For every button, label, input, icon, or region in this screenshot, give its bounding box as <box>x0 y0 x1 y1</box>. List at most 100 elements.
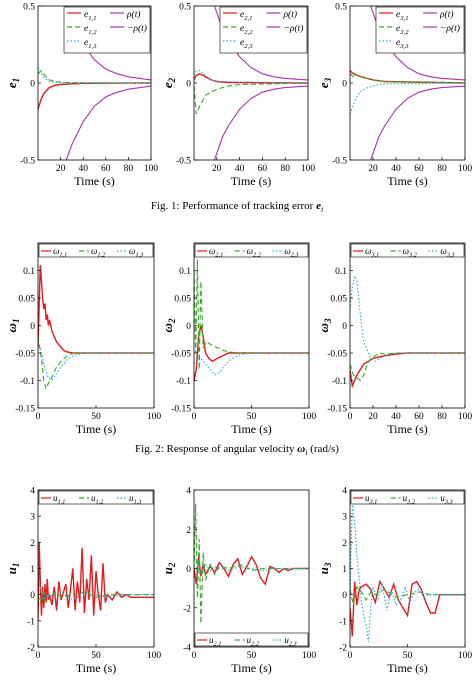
x-tick-label: 0 <box>348 651 353 661</box>
series-line-1 <box>194 555 309 586</box>
y-axis-label: e2 <box>160 77 177 88</box>
series-line-2 <box>194 259 309 370</box>
series-line-3 <box>350 274 465 362</box>
y-tick-label: 0 <box>30 80 35 90</box>
figure-2-caption-text: Fig. 2: Response of angular velocity <box>135 443 295 455</box>
legend: e2,1 e2,2 e2,3 ρ(t) −ρ(t) <box>219 6 308 54</box>
series-line-2 <box>38 589 154 603</box>
legend-box <box>194 632 309 647</box>
series-line-3 <box>350 503 465 642</box>
x-tick-label: 100 <box>302 412 317 422</box>
chart-series-group <box>194 6 308 160</box>
legend-box <box>63 6 151 54</box>
y-tick-label: 0.5 <box>23 3 35 13</box>
x-axis-label: Time (s) <box>231 422 272 436</box>
series-line-2 <box>350 352 465 382</box>
legend-entry: e2,2 <box>240 24 253 36</box>
x-tick-label: 80 <box>437 164 447 174</box>
legend-entry: ρ(t) <box>283 9 298 20</box>
legend-box <box>219 6 308 54</box>
y-tick-label: 4 <box>30 487 35 497</box>
series-line-3 <box>38 67 151 84</box>
series-line-5 <box>370 85 465 160</box>
y-axis-label: u1 <box>4 563 21 575</box>
x-tick-label: 40 <box>235 164 245 174</box>
y-axis-label: ω3 <box>316 318 333 332</box>
chart-series-group <box>350 6 465 160</box>
x-tick-label: 60 <box>414 164 424 174</box>
chart-series-group <box>38 542 154 621</box>
x-tick-label: 100 <box>458 164 473 174</box>
series-line-3 <box>194 70 308 84</box>
legend: u1,1 u1,2 u1,3 <box>38 490 154 506</box>
y-tick-label: 0.5 <box>335 3 347 13</box>
y-tick-label: -0.15 <box>171 405 191 415</box>
x-tick-label: 20 <box>368 164 378 174</box>
y-tick-label: -2 <box>339 644 347 654</box>
x-tick-label: 100 <box>458 651 473 661</box>
y-axis-label: ω1 <box>4 319 21 333</box>
x-tick-label: 100 <box>147 651 162 661</box>
x-tick-label: 60 <box>414 412 424 422</box>
y-tick-label: 0.05 <box>18 295 35 305</box>
legend: e3,1 e3,2 e3,3 ρ(t) −ρ(t) <box>375 6 465 54</box>
series-line-3 <box>194 352 309 376</box>
x-axis-label: Time (s) <box>231 661 272 675</box>
y-tick-label: 0 <box>342 80 347 90</box>
x-tick-label: 100 <box>144 164 159 174</box>
y-tick-label: -4 <box>183 644 191 654</box>
y-tick-label: -1 <box>339 617 347 627</box>
series-line-1 <box>350 70 465 84</box>
legend-entry: e3,3 <box>396 38 409 50</box>
legend-box <box>194 243 309 258</box>
series-line-3 <box>38 573 154 601</box>
figure-2-caption-subscript: i <box>305 448 308 458</box>
x-tick-label: 40 <box>391 412 401 422</box>
y-tick-label: 0.05 <box>330 295 347 305</box>
legend-entry: e2,1 <box>240 10 253 22</box>
y-tick-label: 0.1 <box>179 267 191 277</box>
y-axis-label: e1 <box>4 78 21 88</box>
legend-entry: −ρ(t) <box>440 23 460 34</box>
y-tick-label: 0 <box>186 322 191 332</box>
x-axis-label: Time (s) <box>231 174 272 188</box>
y-tick-label: 0 <box>186 80 191 90</box>
plot-frame <box>193 242 310 409</box>
x-tick-label: 60 <box>101 164 111 174</box>
legend-entry: e3,1 <box>396 10 409 22</box>
legend: u3,1 u3,2 u3,3 <box>350 490 465 506</box>
x-tick-label: 0 <box>348 412 353 422</box>
series-line-2 <box>38 336 154 391</box>
y-tick-label: -1 <box>27 617 35 627</box>
legend-entry: ω2,2 <box>247 246 262 259</box>
legend-entry: ω1,3 <box>129 246 143 259</box>
plot-frame <box>349 489 466 648</box>
x-tick-label: 20 <box>212 164 222 174</box>
y-tick-label: 4 <box>186 487 191 497</box>
series-line-1 <box>194 73 308 84</box>
y-tick-label: 3 <box>342 513 347 523</box>
y-tick-label: 0 <box>30 591 35 601</box>
legend-entry: ρ(t) <box>126 9 141 20</box>
y-tick-label: 0.5 <box>179 3 191 13</box>
x-tick-label: 40 <box>78 164 88 174</box>
legend: ω2,1 ω2,2 ω2,3 <box>194 243 309 259</box>
series-line-5 <box>213 85 308 160</box>
legend-entry: ρ(t) <box>439 9 454 20</box>
series-line-2 <box>194 82 308 115</box>
x-tick-label: 100 <box>301 164 316 174</box>
series-line-1 <box>38 542 154 621</box>
chart-panel-8: 0 50 100 -4 -2 0 2 4 Time (s) u2 u2,1 u2,2 u2,3 <box>160 487 316 676</box>
x-tick-label: 60 <box>258 164 268 174</box>
y-tick-label: -0.1 <box>332 377 347 387</box>
y-tick-label: -0.5 <box>332 157 347 167</box>
x-tick-label: 20 <box>56 164 66 174</box>
x-tick-label: 80 <box>124 164 134 174</box>
plot-frame <box>349 242 466 409</box>
figure-1-caption-text: Fig. 1: Performance of tracking error <box>150 200 314 212</box>
x-tick-label: 40 <box>391 164 401 174</box>
legend-entry: u1,2 <box>91 493 104 506</box>
y-axis-label: e3 <box>316 77 333 88</box>
